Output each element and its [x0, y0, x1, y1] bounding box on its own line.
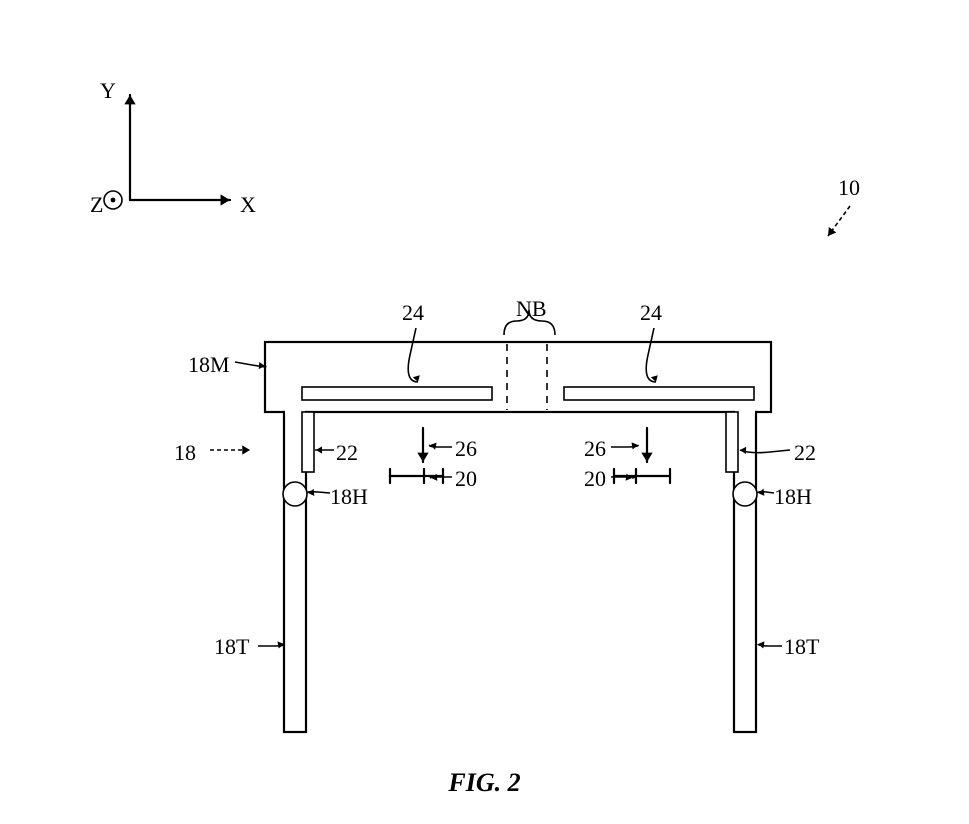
label-24: 24 — [640, 300, 662, 326]
label-22: 22 — [794, 440, 816, 466]
label-18H: 18H — [774, 484, 812, 510]
label-22: 22 — [336, 440, 358, 466]
label-20: 20 — [455, 466, 477, 492]
label-18T: 18T — [214, 634, 249, 660]
label-20: 20 — [584, 466, 606, 492]
label-18H: 18H — [330, 484, 368, 510]
label-18: 18 — [174, 440, 196, 466]
label-Z: Z — [90, 192, 103, 218]
label-26: 26 — [455, 436, 477, 462]
label-26: 26 — [584, 436, 606, 462]
label-24: 24 — [402, 300, 424, 326]
label-18T: 18T — [784, 634, 819, 660]
figure-2: FIG. 2 X Y Z 10 NB 24 24 18M 18 22 22 18H 18H 18T 18T 2… — [0, 0, 969, 824]
label-NB: NB — [516, 296, 547, 322]
label-10: 10 — [838, 175, 860, 201]
diagram-svg — [0, 0, 969, 824]
label-X: X — [240, 192, 256, 218]
label-Y: Y — [100, 78, 116, 104]
figure-caption: FIG. 2 — [0, 768, 969, 798]
label-18M: 18M — [188, 352, 230, 378]
